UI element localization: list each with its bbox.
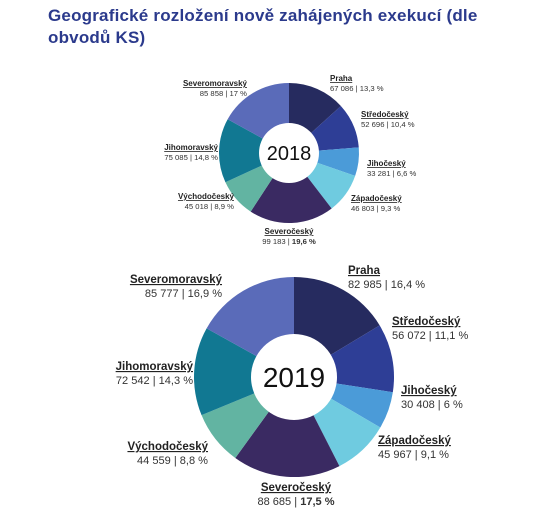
label-jihomoravský: Jihomoravský 72 542 | 14,3 % <box>116 361 194 387</box>
label-value: 88 685 | 17,5 % <box>257 496 334 508</box>
label-value: 67 086 | 13,3 % <box>330 84 384 93</box>
slice-jihomoravský <box>219 119 289 183</box>
label-value: 44 559 | 8,8 % <box>137 455 208 467</box>
donut-chart-2019: 2019 Praha 82 985 | 16,4 % Středočeský 56 07… <box>116 265 469 508</box>
label-value: 46 803 | 9,3 % <box>351 204 401 213</box>
donut-hole <box>259 123 319 183</box>
label-value: 75 085 | 14,8 % <box>164 153 218 162</box>
donut-hole <box>251 334 337 420</box>
label-value: 82 985 | 16,4 % <box>348 279 425 291</box>
label-jihočeský: Jihočeský 30 408 | 6 % <box>401 385 463 411</box>
label-value: 99 183 | 19,6 % <box>262 237 316 246</box>
label-name: Jihomoravský <box>164 143 218 152</box>
chart-title: Geografické rozložení nově zahájených ex… <box>48 6 478 47</box>
label-name: Jihočeský <box>401 385 457 397</box>
label-value: 72 542 | 14,3 % <box>116 375 193 387</box>
label-value: 33 281 | 6,6 % <box>367 169 417 178</box>
slice-jihomoravský <box>194 328 294 416</box>
label-value: 56 072 | 11,1 % <box>392 330 468 342</box>
label-západočeský: Západočeský 45 967 | 9,1 % <box>378 435 451 461</box>
label-středočeský: Středočeský 56 072 | 11,1 % <box>392 316 468 342</box>
label-name: Praha <box>348 265 381 277</box>
label-value: 52 696 | 10,4 % <box>361 120 415 129</box>
center-label: 2019 <box>263 362 325 393</box>
label-name: Středočeský <box>361 110 409 119</box>
label-name: Severočeský <box>265 227 314 236</box>
label-severomoravský: Severomoravský 85 777 | 16,9 % <box>130 274 223 300</box>
label-name: Jihomoravský <box>116 361 194 373</box>
label-name: Jihočeský <box>367 159 406 168</box>
label-name: Západočeský <box>351 194 402 203</box>
label-value: 85 858 | 17 % <box>200 89 247 98</box>
slice-severočeský <box>235 377 340 478</box>
label-name: Východočeský <box>178 192 235 201</box>
label-praha: Praha 82 985 | 16,4 % <box>348 265 425 291</box>
label-severočeský: Severočeský 88 685 | 17,5 % <box>257 482 334 508</box>
label-name: Východočeský <box>127 441 208 453</box>
label-value: 45 018 | 8,9 % <box>185 202 235 211</box>
label-name: Severomoravský <box>130 274 223 286</box>
label-value: 85 777 | 16,9 % <box>145 288 222 300</box>
label-value: 45 967 | 9,1 % <box>378 449 449 461</box>
label-name: Severočeský <box>261 482 332 494</box>
slice-severočeský <box>250 153 332 224</box>
label-name: Západočeský <box>378 435 451 447</box>
label-value: 30 408 | 6 % <box>401 399 463 411</box>
label-name: Severomoravský <box>183 79 248 88</box>
label-name: Praha <box>330 74 353 83</box>
label-východočeský: Východočeský 44 559 | 8,8 % <box>127 441 208 467</box>
center-label: 2018 <box>267 143 312 165</box>
label-name: Středočeský <box>392 316 461 328</box>
